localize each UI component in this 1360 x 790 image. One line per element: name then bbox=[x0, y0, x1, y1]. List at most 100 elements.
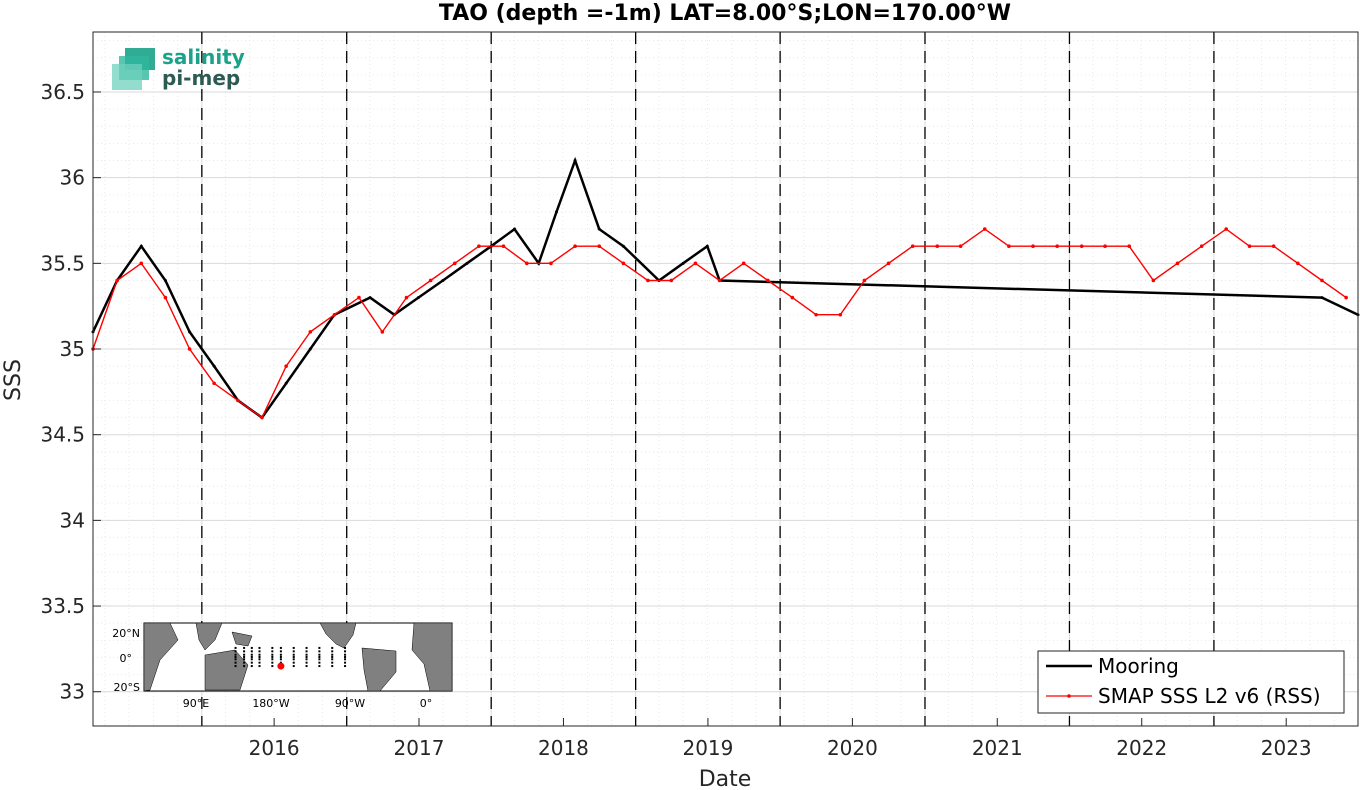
map-dot bbox=[271, 646, 274, 649]
map-dot bbox=[344, 646, 347, 649]
map-dot bbox=[258, 661, 261, 664]
map-dot bbox=[234, 658, 237, 661]
map-dot bbox=[271, 653, 274, 656]
map-dot bbox=[331, 650, 334, 653]
map-lon-label-0: 0° bbox=[420, 697, 433, 710]
y-tick-label: 36.5 bbox=[40, 80, 85, 104]
map-dot bbox=[318, 656, 321, 658]
y-tick-label: 33.5 bbox=[40, 594, 85, 618]
map-dot bbox=[250, 653, 253, 656]
map-dot bbox=[243, 665, 246, 668]
data-point bbox=[554, 210, 558, 214]
map-dot bbox=[305, 658, 308, 661]
y-axis: 33 33.5 34 34.5 35 35.5 36 36.5 bbox=[40, 80, 101, 704]
data-point bbox=[705, 244, 709, 248]
map-dot bbox=[258, 665, 261, 668]
map-dot bbox=[279, 658, 282, 661]
x-axis: 2016 2017 2018 2019 2020 2021 2022 2023 bbox=[249, 718, 1312, 760]
map-dot bbox=[258, 653, 261, 656]
data-point bbox=[380, 330, 385, 334]
data-point bbox=[188, 330, 192, 334]
map-lat-label-20n: 20°N bbox=[112, 627, 140, 640]
inset-map-location-marker bbox=[277, 662, 285, 670]
map-lat-label-0: 0° bbox=[120, 652, 133, 665]
y-tick-label: 35 bbox=[60, 337, 85, 361]
data-point bbox=[693, 261, 698, 266]
data-point bbox=[1296, 261, 1300, 266]
map-dot bbox=[250, 646, 253, 649]
map-dot bbox=[234, 650, 237, 653]
map-dot bbox=[234, 661, 237, 664]
data-point bbox=[163, 278, 167, 282]
data-point bbox=[982, 227, 987, 231]
map-dot bbox=[305, 665, 308, 668]
data-point bbox=[212, 381, 216, 386]
data-point bbox=[513, 227, 517, 231]
map-dot bbox=[250, 658, 253, 661]
data-point bbox=[308, 330, 313, 334]
series-layer bbox=[91, 156, 1360, 420]
chart-title: TAO (depth =-1m) LAT=8.00°S;LON=170.00°W bbox=[439, 1, 1011, 26]
data-point bbox=[477, 244, 481, 248]
logo-line2: pi-mep bbox=[162, 66, 240, 90]
map-dot bbox=[318, 661, 321, 664]
map-dot bbox=[250, 650, 253, 653]
map-dot bbox=[292, 665, 295, 668]
data-point bbox=[1007, 244, 1011, 248]
map-dot bbox=[234, 646, 237, 649]
data-point bbox=[441, 278, 445, 282]
data-point bbox=[814, 312, 818, 317]
map-dot bbox=[279, 650, 282, 653]
data-point bbox=[766, 278, 770, 283]
x-tick-label: 2020 bbox=[827, 736, 878, 760]
y-tick-label: 36 bbox=[60, 166, 85, 190]
year-marker-lines bbox=[201, 32, 1215, 726]
map-dot bbox=[243, 653, 246, 656]
map-dot bbox=[331, 653, 334, 656]
data-point bbox=[163, 295, 168, 300]
data-point bbox=[260, 415, 264, 420]
y-tick-label: 34.5 bbox=[40, 423, 85, 447]
map-dot bbox=[271, 650, 274, 653]
map-lon-label-90w: 90°W bbox=[335, 697, 365, 710]
map-dot bbox=[243, 658, 246, 661]
map-dot bbox=[344, 650, 347, 653]
data-point bbox=[452, 261, 457, 266]
map-dot bbox=[331, 665, 334, 668]
map-dot bbox=[305, 653, 308, 656]
map-dot bbox=[292, 650, 295, 653]
map-dot bbox=[331, 661, 334, 664]
data-point bbox=[1224, 227, 1228, 231]
series-smap bbox=[91, 227, 1348, 420]
data-point bbox=[790, 295, 795, 300]
data-point bbox=[597, 244, 602, 248]
map-dot bbox=[271, 656, 274, 658]
data-point bbox=[646, 278, 650, 283]
x-axis-label: Date bbox=[699, 767, 752, 790]
map-dot bbox=[318, 658, 321, 661]
data-point bbox=[717, 278, 722, 283]
map-dot bbox=[243, 656, 246, 658]
data-point bbox=[1247, 244, 1252, 248]
x-tick-label: 2019 bbox=[682, 736, 733, 760]
map-dot bbox=[258, 656, 261, 658]
map-dot bbox=[331, 656, 334, 658]
x-tick-label: 2018 bbox=[538, 736, 589, 760]
inset-map-land bbox=[143, 622, 453, 692]
map-dot bbox=[258, 658, 261, 661]
map-dot bbox=[344, 656, 347, 658]
map-dot bbox=[318, 653, 321, 656]
legend-mooring-label: Mooring bbox=[1098, 654, 1179, 678]
data-point bbox=[357, 295, 361, 300]
data-point bbox=[332, 312, 337, 317]
map-dot bbox=[234, 656, 237, 658]
map-dot bbox=[331, 646, 334, 649]
map-dot bbox=[318, 650, 321, 653]
data-point bbox=[404, 295, 409, 300]
data-point bbox=[621, 244, 625, 248]
data-point bbox=[621, 261, 626, 266]
data-point bbox=[212, 364, 216, 368]
map-dot bbox=[344, 661, 347, 664]
map-dot bbox=[243, 661, 246, 664]
data-point bbox=[139, 244, 143, 248]
